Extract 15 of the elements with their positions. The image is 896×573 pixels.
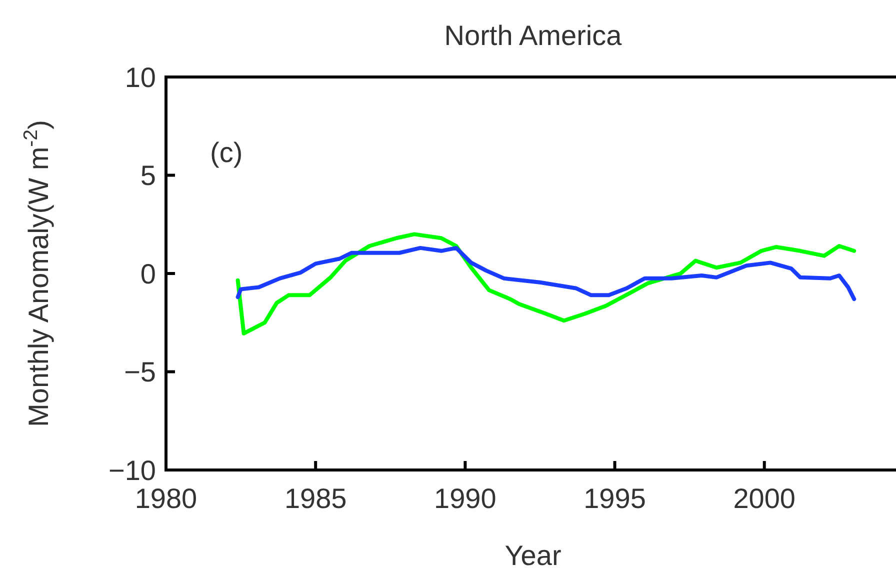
x-tick-label: 1995: [584, 483, 646, 514]
x-tick-label: 2000: [733, 483, 796, 514]
x-tick-label: 1990: [434, 483, 496, 514]
y-tick-label: 5: [140, 160, 156, 192]
y-tick-label: −10: [108, 454, 156, 486]
x-axis-title: Year: [504, 540, 562, 571]
line-series: [236, 246, 856, 302]
y-tick-label: 0: [140, 258, 156, 290]
line-series: [236, 232, 856, 336]
annotation: (c): [210, 137, 243, 168]
y-tick-label: −5: [124, 356, 156, 388]
y-tick-label: 10: [124, 62, 156, 93]
x-tick-label: 1980: [134, 483, 198, 514]
x-tick-label: 1985: [284, 483, 347, 514]
chart-title: North America: [444, 20, 622, 51]
